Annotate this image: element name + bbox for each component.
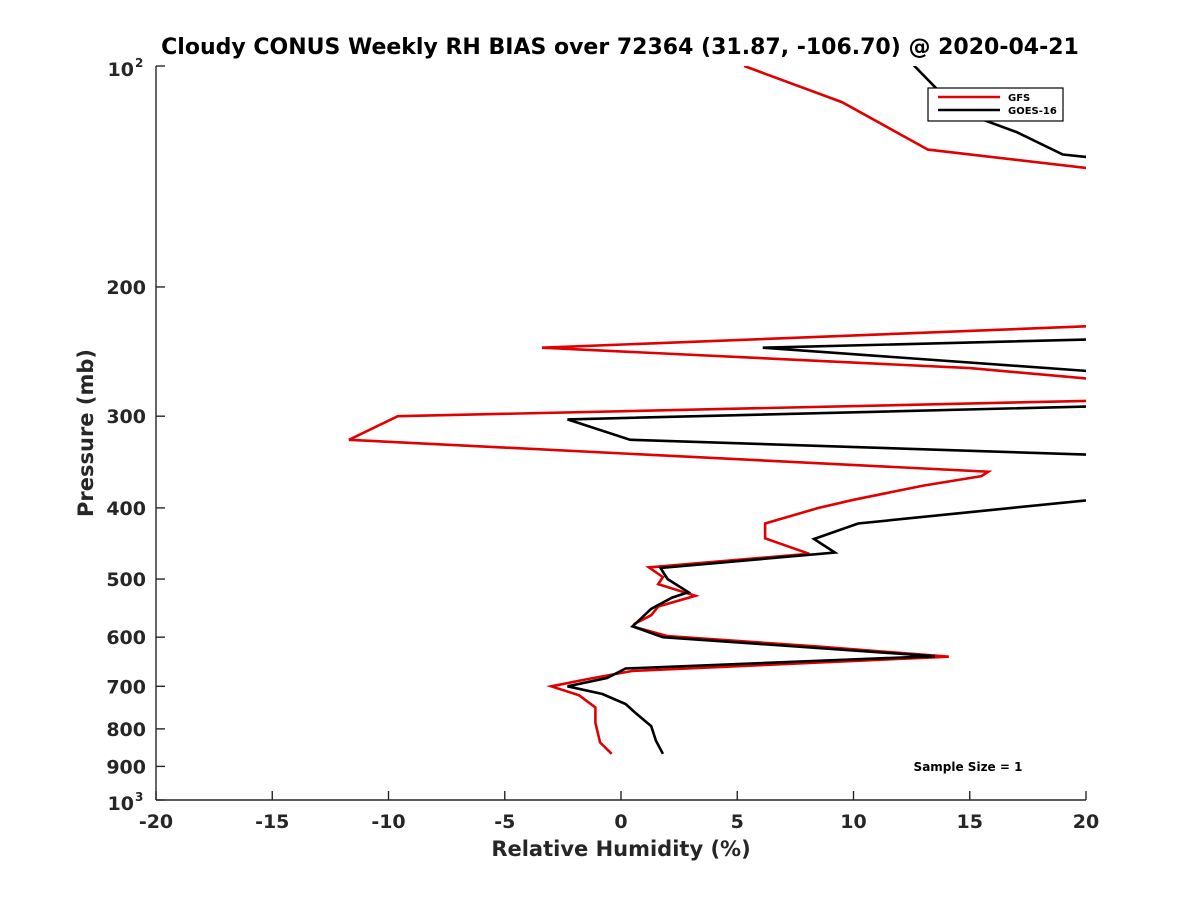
x-axis-label: Relative Humidity (%)	[491, 837, 750, 861]
series-line-goes16	[568, 39, 1133, 753]
y-tick-label: 500	[106, 569, 146, 591]
x-tick-label: 15	[957, 811, 983, 833]
x-tick-label: 10	[840, 811, 866, 833]
chart-title: Cloudy CONUS Weekly RH BIAS over 72364 (…	[161, 35, 1079, 60]
x-tick-label: -20	[139, 811, 173, 833]
x-tick-label: -10	[371, 811, 405, 833]
y-tick-label: 600	[106, 627, 146, 649]
y-tick-label-exponent: 2	[135, 56, 143, 70]
y-axis-label: Pressure (mb)	[74, 349, 98, 517]
series-line-gfs	[349, 66, 1133, 754]
y-tick-label: 10	[108, 793, 134, 815]
series-layer	[349, 39, 1133, 753]
x-tick-label: 0	[614, 811, 627, 833]
x-ticks: -20 -15 -10 -5 0 5 10 15 20	[139, 791, 1099, 833]
rh-bias-chart: Cloudy CONUS Weekly RH BIAS over 72364 (…	[0, 0, 1200, 900]
x-tick-label: -15	[255, 811, 289, 833]
sample-size-annotation: Sample Size = 1	[914, 760, 1023, 774]
legend: GFS GOES-16	[928, 88, 1063, 121]
y-tick-label: 700	[106, 676, 146, 698]
y-tick-label: 300	[106, 406, 146, 428]
y-tick-label: 10	[108, 59, 134, 81]
y-tick-label: 400	[106, 498, 146, 520]
x-tick-label: -5	[494, 811, 515, 833]
legend-label-goes16: GOES-16	[1008, 106, 1057, 117]
axes	[156, 66, 1086, 800]
y-tick-label: 200	[106, 277, 146, 299]
legend-label-gfs: GFS	[1008, 93, 1030, 104]
y-tick-label: 800	[106, 719, 146, 741]
x-tick-label: 20	[1073, 811, 1099, 833]
x-tick-label: 5	[731, 811, 744, 833]
y-tick-label: 900	[106, 756, 146, 778]
y-tick-label-exponent: 3	[135, 790, 143, 804]
